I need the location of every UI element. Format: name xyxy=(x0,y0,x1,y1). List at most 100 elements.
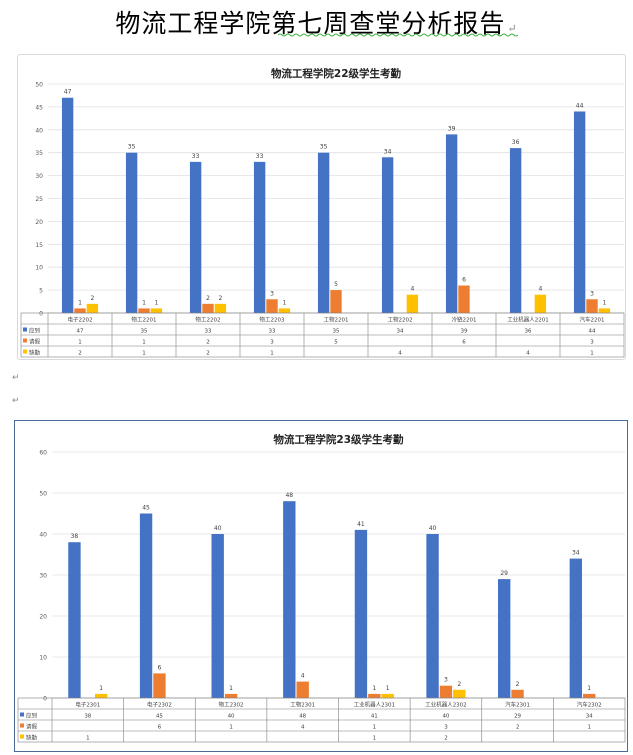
bar xyxy=(74,308,86,313)
chart-grade23-svg: 物流工程学院23级学生考勤010203040506038145640148441… xyxy=(17,433,626,743)
data-label: 3 xyxy=(444,677,448,684)
data-label: 2 xyxy=(218,295,222,302)
x-category-label: 工业机器人2201 xyxy=(507,316,549,324)
data-label: 39 xyxy=(448,125,456,132)
data-label: 2 xyxy=(516,681,520,688)
y-tick-label: 20 xyxy=(39,614,47,621)
x-category-label: 物工2203 xyxy=(260,316,285,324)
data-label: 35 xyxy=(128,144,136,151)
data-label: 2 xyxy=(206,295,210,302)
bar xyxy=(138,308,150,313)
data-label: 45 xyxy=(142,505,150,512)
x-category-label: 工业机器人2301 xyxy=(354,701,396,709)
x-category-label: 工业机器人2302 xyxy=(425,701,467,709)
bar xyxy=(509,148,522,313)
data-table-value: 4 xyxy=(301,725,305,731)
data-label: 48 xyxy=(285,492,293,499)
data-table-value: 2 xyxy=(206,340,210,346)
bar xyxy=(406,294,419,313)
y-tick-label: 30 xyxy=(35,173,43,180)
data-label: 4 xyxy=(410,286,414,293)
legend-swatch xyxy=(20,734,24,739)
legend-swatch xyxy=(23,338,27,343)
data-table-value: 1 xyxy=(373,725,377,731)
bar xyxy=(211,534,224,698)
data-table-value: 2 xyxy=(516,725,520,731)
data-label: 44 xyxy=(576,102,584,109)
chart-grade23-attendance: 物流工程学院23级学生考勤 0 10 20 30 40 50 60 38 1 45 6 40 1 48 4 41… xyxy=(14,420,628,752)
data-table-value: 41 xyxy=(371,714,378,720)
data-label: 47 xyxy=(64,89,72,96)
data-label: 29 xyxy=(500,570,508,577)
data-table-value: 40 xyxy=(442,714,449,720)
x-category-label: 汽车2201 xyxy=(580,316,605,324)
y-tick-label: 35 xyxy=(35,150,43,157)
data-table-value: 36 xyxy=(525,329,532,335)
document-title: 物流工程学院第七周查堂分析报告 ↵ xyxy=(0,4,633,40)
y-tick-label: 45 xyxy=(35,104,43,111)
data-label: 1 xyxy=(229,685,233,692)
data-label: 1 xyxy=(602,299,606,306)
document-title-text: 物流工程学院第七周查堂分析报告 xyxy=(115,9,506,38)
data-table-value: 1 xyxy=(373,736,377,742)
bar xyxy=(150,308,163,313)
bar xyxy=(224,693,238,698)
data-label: 1 xyxy=(142,299,146,306)
data-table-value: 1 xyxy=(142,351,146,357)
data-table-value: 3 xyxy=(590,340,594,346)
data-label: 3 xyxy=(270,290,274,297)
data-label: 40 xyxy=(429,525,437,532)
bar xyxy=(189,161,202,313)
data-table-value: 34 xyxy=(397,329,404,335)
data-table-value: 2 xyxy=(206,351,210,357)
data-table-value: 3 xyxy=(444,725,448,731)
y-tick-label: 0 xyxy=(43,696,47,703)
bar xyxy=(426,534,439,698)
legend-series-name: 应到 xyxy=(29,327,40,335)
x-category-label: 物工2202 xyxy=(196,316,221,324)
bar xyxy=(498,579,511,698)
x-category-label: 汽车2302 xyxy=(577,701,602,709)
data-table-value: 35 xyxy=(141,329,148,335)
data-label: 2 xyxy=(457,681,461,688)
x-category-label: 物工2201 xyxy=(132,316,157,324)
x-category-label: 工物2202 xyxy=(388,316,413,324)
data-label: 33 xyxy=(192,153,200,160)
data-label: 36 xyxy=(512,139,520,146)
bar xyxy=(439,685,453,698)
y-tick-label: 20 xyxy=(35,219,43,226)
bar xyxy=(266,299,278,313)
bar xyxy=(253,161,266,313)
legend-series-name: 缺勤 xyxy=(26,734,38,742)
legend-series-name: 请假 xyxy=(29,338,41,346)
data-label: 4 xyxy=(301,673,305,680)
legend-swatch xyxy=(23,349,27,354)
legend-series-name: 请假 xyxy=(26,723,38,731)
y-tick-label: 50 xyxy=(35,82,43,89)
data-label: 6 xyxy=(462,277,466,284)
bar xyxy=(511,689,524,698)
bar xyxy=(381,157,394,313)
data-label: 41 xyxy=(357,521,365,528)
bar xyxy=(139,513,153,698)
bar xyxy=(583,693,596,698)
x-category-label: 汽车2301 xyxy=(505,701,530,709)
data-table-value: 4 xyxy=(526,351,530,357)
data-table-value: 44 xyxy=(589,329,596,335)
y-tick-label: 40 xyxy=(35,127,43,134)
paragraph-mark: ↵ xyxy=(507,22,518,35)
data-label: 3 xyxy=(590,290,594,297)
data-table-value: 1 xyxy=(590,351,594,357)
data-label: 1 xyxy=(372,685,376,692)
bar xyxy=(296,681,309,698)
bar xyxy=(453,689,466,698)
data-table-value: 35 xyxy=(333,329,340,335)
bar xyxy=(86,303,99,313)
data-table-value: 39 xyxy=(461,329,468,335)
bar xyxy=(125,152,138,313)
x-category-label: 物工2302 xyxy=(219,701,244,709)
legend-swatch xyxy=(23,327,27,332)
data-label: 33 xyxy=(256,153,264,160)
legend-series-name: 应到 xyxy=(26,712,37,720)
data-table-value: 5 xyxy=(334,340,338,346)
